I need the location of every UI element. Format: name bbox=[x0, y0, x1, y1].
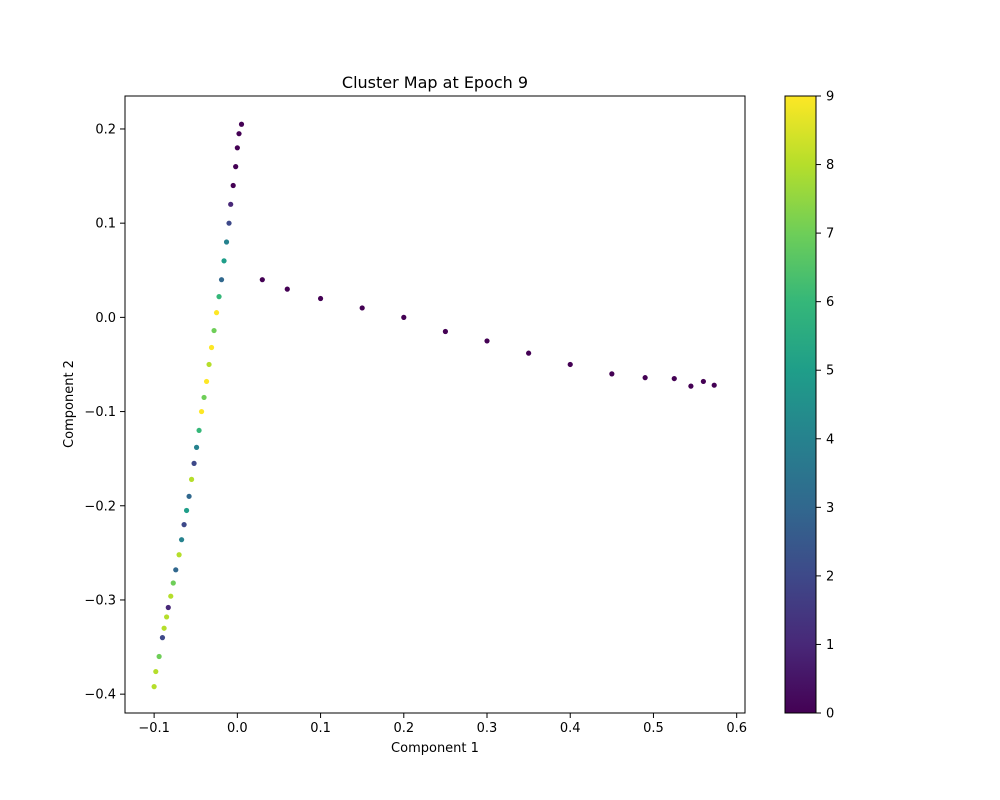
data-point bbox=[238, 121, 245, 127]
colorbar-tick-label: 1 bbox=[826, 638, 834, 653]
y-tick-label: 0.2 bbox=[95, 122, 116, 137]
colorbar-tick-label: 5 bbox=[826, 364, 834, 379]
data-point bbox=[164, 614, 170, 620]
data-point bbox=[170, 580, 176, 586]
colorbar-tick-label: 8 bbox=[826, 158, 834, 173]
data-point bbox=[526, 350, 532, 356]
y-tick-label: −0.4 bbox=[84, 688, 116, 703]
y-tick-label: −0.2 bbox=[84, 499, 116, 514]
scatter-points bbox=[151, 121, 717, 690]
data-point bbox=[218, 277, 225, 283]
x-axis-label: Component 1 bbox=[391, 741, 479, 756]
data-point bbox=[688, 383, 694, 389]
y-tick-label: 0.0 bbox=[95, 311, 116, 326]
data-point bbox=[151, 684, 157, 690]
colorbar-ticks: 0 1 2 3 4 5 6 7 8 9 bbox=[816, 90, 834, 722]
data-point bbox=[173, 567, 179, 573]
data-point bbox=[213, 310, 220, 316]
colorbar-tick-label: 6 bbox=[826, 295, 834, 310]
data-point bbox=[191, 460, 197, 466]
data-point bbox=[236, 131, 242, 137]
data-point bbox=[188, 476, 195, 482]
data-point bbox=[284, 286, 290, 292]
data-point bbox=[198, 408, 205, 415]
data-point bbox=[183, 507, 190, 514]
data-point bbox=[442, 328, 449, 335]
data-point bbox=[567, 361, 573, 368]
colorbar-tick-label: 9 bbox=[826, 90, 834, 105]
x-axis-ticks: −0.1 0.0 0.1 0.2 0.3 0.4 0.5 0.6 bbox=[138, 713, 747, 736]
y-axis-ticks: −0.4 −0.3 −0.2 −0.1 0.0 0.1 0.2 bbox=[84, 122, 125, 703]
data-point bbox=[484, 338, 490, 344]
data-point bbox=[203, 378, 210, 385]
data-point bbox=[208, 344, 215, 351]
colorbar-tick-label: 4 bbox=[826, 432, 834, 447]
data-point bbox=[156, 653, 162, 660]
data-point bbox=[401, 314, 407, 320]
data-point bbox=[221, 258, 227, 264]
data-point bbox=[206, 361, 212, 368]
x-tick-label: 0.6 bbox=[726, 721, 747, 736]
data-point bbox=[642, 375, 648, 381]
data-point bbox=[359, 305, 365, 311]
colorbar-tick-label: 7 bbox=[826, 227, 834, 242]
colorbar bbox=[784, 95, 817, 714]
data-point bbox=[168, 593, 174, 599]
data-point bbox=[211, 327, 217, 334]
data-point bbox=[223, 239, 230, 245]
data-point bbox=[159, 635, 166, 641]
colorbar-tick-label: 0 bbox=[826, 707, 834, 722]
data-point bbox=[181, 522, 187, 528]
y-axis-label: Component 2 bbox=[62, 360, 77, 448]
plot-frame bbox=[124, 95, 746, 714]
x-tick-label: 0.1 bbox=[310, 721, 331, 736]
data-point bbox=[186, 493, 192, 499]
data-point bbox=[161, 625, 167, 631]
data-point bbox=[201, 394, 207, 401]
y-tick-label: −0.3 bbox=[84, 593, 116, 608]
data-point bbox=[233, 164, 239, 170]
data-point bbox=[178, 537, 185, 543]
data-point bbox=[226, 220, 232, 226]
data-point bbox=[216, 294, 222, 300]
data-point bbox=[700, 378, 706, 385]
x-tick-label: 0.3 bbox=[477, 721, 498, 736]
x-tick-label: 0.4 bbox=[560, 721, 581, 736]
x-tick-label: 0.2 bbox=[393, 721, 414, 736]
x-tick-label: −0.1 bbox=[138, 721, 170, 736]
chart-title: Cluster Map at Epoch 9 bbox=[342, 73, 528, 92]
x-tick-label: 0.5 bbox=[643, 721, 664, 736]
data-point bbox=[317, 295, 324, 302]
data-point bbox=[176, 552, 182, 558]
data-point bbox=[228, 201, 234, 207]
data-point bbox=[153, 668, 159, 675]
x-tick-label: 0.0 bbox=[227, 721, 248, 736]
y-tick-label: −0.1 bbox=[84, 405, 116, 420]
data-point bbox=[230, 182, 236, 189]
data-point bbox=[259, 277, 265, 283]
colorbar-tick-label: 2 bbox=[826, 569, 834, 584]
data-point bbox=[671, 375, 677, 382]
data-point bbox=[234, 145, 240, 151]
y-tick-label: 0.1 bbox=[95, 217, 116, 232]
data-point bbox=[196, 427, 202, 434]
data-point bbox=[711, 382, 717, 388]
colorbar-tick-label: 3 bbox=[826, 501, 834, 516]
data-point bbox=[193, 444, 200, 450]
data-point bbox=[609, 371, 615, 377]
data-point bbox=[165, 604, 171, 611]
